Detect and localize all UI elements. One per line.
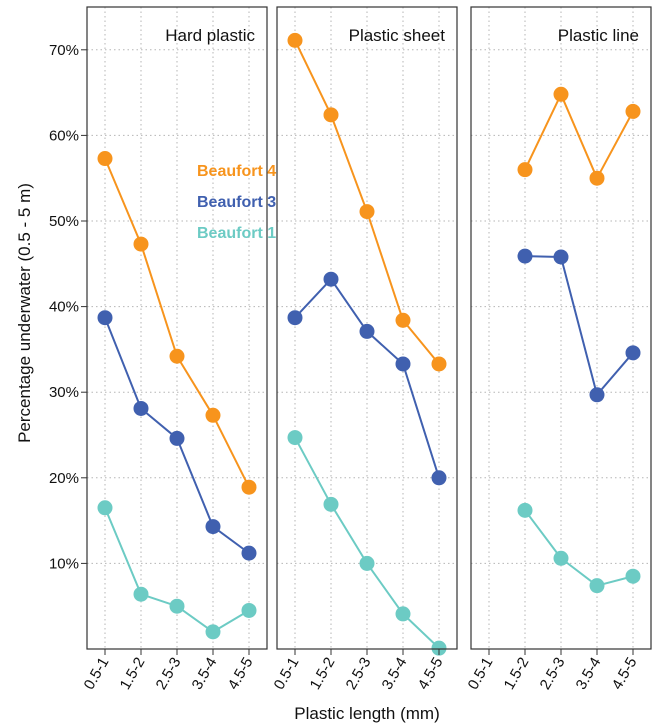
frame-layer <box>81 6 652 655</box>
data-point-plastic-sheet-beaufort-4-4-5-5 <box>431 356 447 372</box>
x-tick-label: 4.5-5 <box>609 655 641 693</box>
x-tick-label: 2.5-3 <box>153 655 185 693</box>
data-point-hard-plastic-beaufort-1-1-5-2 <box>133 586 149 602</box>
x-tick-label: 3.5-4 <box>189 655 221 693</box>
data-point-plastic-sheet-beaufort-1-0-5-1 <box>287 430 303 446</box>
data-point-plastic-line-beaufort-3-3-5-4 <box>589 387 605 403</box>
y-tick-label: 60% <box>49 127 79 144</box>
data-point-plastic-sheet-beaufort-1-1-5-2 <box>323 496 339 512</box>
x-tick-label: 2.5-3 <box>537 655 569 693</box>
series-line-plastic-line-beaufort-1 <box>524 509 634 587</box>
data-point-plastic-sheet-beaufort-4-2-5-3 <box>359 204 375 220</box>
y-axis-title: Percentage underwater (0.5 - 5 m) <box>15 183 34 443</box>
series-line-plastic-line-beaufort-3 <box>524 255 634 396</box>
series-layer <box>97 32 641 656</box>
data-point-plastic-line-beaufort-4-3-5-4 <box>589 170 605 186</box>
data-point-plastic-line-beaufort-4-4-5-5 <box>625 103 641 119</box>
data-point-plastic-line-beaufort-3-1-5-2 <box>517 248 533 264</box>
data-point-hard-plastic-beaufort-1-4-5-5 <box>241 602 257 618</box>
legend-entry-beaufort-3: Beaufort 3 <box>197 194 276 211</box>
data-point-hard-plastic-beaufort-3-1-5-2 <box>133 400 149 416</box>
y-tick-label: 10% <box>49 555 79 572</box>
data-point-hard-plastic-beaufort-1-3-5-4 <box>205 624 221 640</box>
legend-entry-beaufort-4: Beaufort 4 <box>197 163 276 180</box>
y-tick-label: 70% <box>49 42 79 59</box>
panel-title-plastic-line: Plastic line <box>558 26 639 45</box>
x-tick-label: 1.5-2 <box>307 655 339 693</box>
x-axis-title: Plastic length (mm) <box>294 704 439 723</box>
legend-entry-beaufort-1: Beaufort 1 <box>197 225 276 242</box>
y-tick-label: 50% <box>49 213 79 230</box>
x-tick-label: 0.5-1 <box>465 655 497 693</box>
data-point-hard-plastic-beaufort-4-0-5-1 <box>97 151 113 167</box>
data-point-plastic-line-beaufort-3-2-5-3 <box>553 249 569 265</box>
data-point-hard-plastic-beaufort-1-0-5-1 <box>97 500 113 516</box>
data-point-plastic-sheet-beaufort-3-3-5-4 <box>395 356 411 372</box>
data-point-plastic-line-beaufort-1-1-5-2 <box>517 502 533 518</box>
y-tick-label: 40% <box>49 299 79 316</box>
data-point-hard-plastic-beaufort-4-3-5-4 <box>205 407 221 423</box>
data-point-plastic-line-beaufort-4-2-5-3 <box>553 86 569 102</box>
x-tick-label: 3.5-4 <box>379 655 411 693</box>
data-point-plastic-line-beaufort-4-1-5-2 <box>517 162 533 178</box>
x-tick-label: 4.5-5 <box>415 655 447 693</box>
data-point-plastic-sheet-beaufort-1-3-5-4 <box>395 606 411 622</box>
x-tick-label: 2.5-3 <box>343 655 375 693</box>
x-tick-label: 0.5-1 <box>271 655 303 693</box>
x-tick-label: 0.5-1 <box>81 655 113 693</box>
x-tick-label: 1.5-2 <box>501 655 533 693</box>
y-tick-label: 30% <box>49 384 79 401</box>
data-point-plastic-sheet-beaufort-1-2-5-3 <box>359 555 375 571</box>
grid-layer <box>87 7 651 649</box>
data-point-plastic-sheet-beaufort-1-4-5-5 <box>431 640 447 656</box>
data-point-plastic-line-beaufort-1-3-5-4 <box>589 578 605 594</box>
x-tick-label: 1.5-2 <box>117 655 149 693</box>
x-tick-label: 3.5-4 <box>573 655 605 693</box>
data-point-plastic-sheet-beaufort-4-3-5-4 <box>395 312 411 328</box>
data-point-hard-plastic-beaufort-1-2-5-3 <box>169 598 185 614</box>
data-point-plastic-line-beaufort-3-4-5-5 <box>625 345 641 361</box>
data-point-hard-plastic-beaufort-4-4-5-5 <box>241 479 257 495</box>
data-point-plastic-sheet-beaufort-4-0-5-1 <box>287 32 303 48</box>
data-point-hard-plastic-beaufort-3-2-5-3 <box>169 430 185 446</box>
data-point-plastic-line-beaufort-1-4-5-5 <box>625 568 641 584</box>
data-point-hard-plastic-beaufort-4-1-5-2 <box>133 236 149 252</box>
data-point-plastic-sheet-beaufort-3-0-5-1 <box>287 310 303 326</box>
data-point-hard-plastic-beaufort-3-0-5-1 <box>97 310 113 326</box>
data-point-plastic-sheet-beaufort-3-1-5-2 <box>323 271 339 287</box>
data-point-plastic-line-beaufort-1-2-5-3 <box>553 550 569 566</box>
panel-title-hard-plastic: Hard plastic <box>165 26 255 45</box>
y-tick-label: 20% <box>49 470 79 487</box>
x-tick-label: 4.5-5 <box>225 655 257 693</box>
panel-title-plastic-sheet: Plastic sheet <box>349 26 446 45</box>
data-point-plastic-sheet-beaufort-3-4-5-5 <box>431 470 447 486</box>
data-point-hard-plastic-beaufort-3-3-5-4 <box>205 519 221 535</box>
data-point-hard-plastic-beaufort-3-4-5-5 <box>241 545 257 561</box>
data-point-plastic-sheet-beaufort-3-2-5-3 <box>359 323 375 339</box>
data-point-hard-plastic-beaufort-4-2-5-3 <box>169 348 185 364</box>
data-point-plastic-sheet-beaufort-4-1-5-2 <box>323 107 339 123</box>
series-line-plastic-line-beaufort-4 <box>524 93 634 180</box>
legend-layer: Beaufort 4 Beaufort 3 Beaufort 1 <box>197 163 276 242</box>
